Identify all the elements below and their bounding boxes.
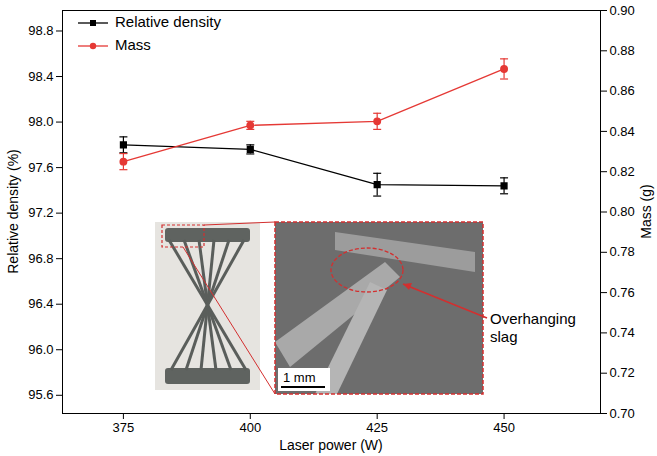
svg-text:98.4: 98.4 bbox=[28, 69, 53, 84]
svg-text:425: 425 bbox=[366, 420, 388, 435]
svg-text:0.78: 0.78 bbox=[610, 244, 635, 259]
svg-text:slag: slag bbox=[490, 328, 518, 345]
svg-text:0.90: 0.90 bbox=[610, 3, 635, 18]
svg-text:Overhanging: Overhanging bbox=[490, 310, 576, 327]
svg-text:97.2: 97.2 bbox=[28, 205, 53, 220]
svg-text:0.76: 0.76 bbox=[610, 285, 635, 300]
svg-text:95.6: 95.6 bbox=[28, 387, 53, 402]
svg-text:0.80: 0.80 bbox=[610, 204, 635, 219]
svg-text:96.4: 96.4 bbox=[28, 296, 53, 311]
svg-text:Laser power (W): Laser power (W) bbox=[279, 437, 382, 453]
svg-text:Mass (g): Mass (g) bbox=[638, 184, 654, 238]
svg-text:0.86: 0.86 bbox=[610, 83, 635, 98]
svg-text:0.70: 0.70 bbox=[610, 406, 635, 421]
svg-text:98.8: 98.8 bbox=[28, 23, 53, 38]
svg-text:0.72: 0.72 bbox=[610, 365, 635, 380]
svg-text:98.0: 98.0 bbox=[28, 114, 53, 129]
svg-text:1 mm: 1 mm bbox=[283, 370, 316, 385]
svg-text:96.0: 96.0 bbox=[28, 342, 53, 357]
svg-text:0.88: 0.88 bbox=[610, 43, 635, 58]
svg-text:375: 375 bbox=[113, 420, 135, 435]
svg-text:0.74: 0.74 bbox=[610, 325, 635, 340]
svg-text:0.82: 0.82 bbox=[610, 164, 635, 179]
svg-text:450: 450 bbox=[493, 420, 515, 435]
svg-text:0.84: 0.84 bbox=[610, 124, 635, 139]
svg-text:97.6: 97.6 bbox=[28, 160, 53, 175]
svg-text:Mass: Mass bbox=[115, 36, 151, 53]
svg-text:96.8: 96.8 bbox=[28, 251, 53, 266]
svg-text:Relative density (%): Relative density (%) bbox=[5, 149, 21, 274]
svg-text:400: 400 bbox=[239, 420, 261, 435]
svg-text:Relative density: Relative density bbox=[115, 13, 221, 30]
